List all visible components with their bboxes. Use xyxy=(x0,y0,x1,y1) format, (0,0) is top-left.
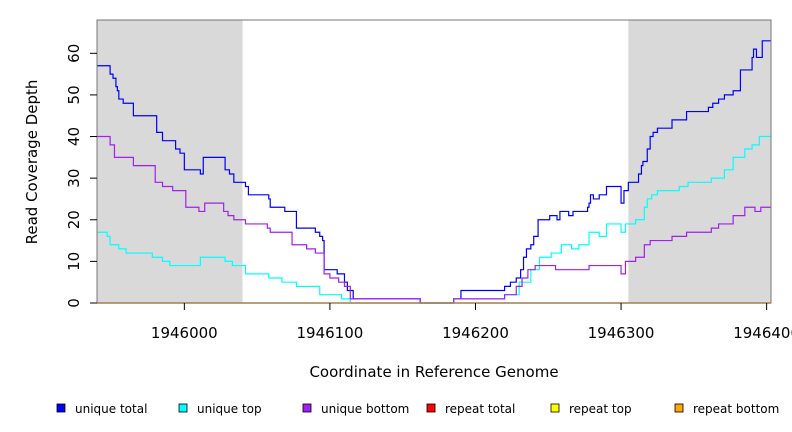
shaded-regions xyxy=(97,20,771,303)
x-tick-label: 1946200 xyxy=(442,324,509,342)
plot-frame xyxy=(96,19,772,304)
legend-label: repeat total xyxy=(445,402,515,416)
y-axis-title: Read Coverage Depth xyxy=(23,80,41,245)
shaded-region-0 xyxy=(97,20,243,303)
legend: unique total unique top unique bottom repea… xyxy=(56,402,779,416)
x-axis: 1946000 1946100 1946200 1946300 1946400 xyxy=(151,303,792,342)
y-tick-label: 20 xyxy=(65,210,83,229)
legend-label: unique top xyxy=(197,402,262,416)
series-line-unique-bottom xyxy=(97,135,771,304)
legend-item-repeat-total: repeat total xyxy=(426,402,515,416)
legend-item-unique-bottom: unique bottom xyxy=(302,402,409,416)
legend-item-unique-total: unique total xyxy=(56,402,147,416)
legend-item-unique-top: unique top xyxy=(178,402,262,416)
legend-label: repeat bottom xyxy=(693,402,779,416)
series-line-unique-total xyxy=(97,40,771,304)
legend-label: repeat top xyxy=(569,402,632,416)
x-tick-label: 1946300 xyxy=(588,324,655,342)
y-tick-label: 60 xyxy=(65,44,83,63)
y-tick-label: 40 xyxy=(65,127,83,146)
y-tick-label: 0 xyxy=(65,298,83,308)
x-tick-label: 1946100 xyxy=(297,324,364,342)
y-axis: 0 10 20 30 40 50 60 xyxy=(65,44,97,308)
legend-swatch xyxy=(56,403,66,413)
legend-swatch xyxy=(426,403,436,413)
legend-swatch xyxy=(674,403,684,413)
legend-swatch xyxy=(550,403,560,413)
legend-label: unique bottom xyxy=(321,402,409,416)
legend-label: unique total xyxy=(75,402,147,416)
legend-item-repeat-bottom: repeat bottom xyxy=(674,402,779,416)
x-tick-label: 1946000 xyxy=(151,324,218,342)
legend-swatch xyxy=(302,403,312,413)
x-tick-label: 1946400 xyxy=(733,324,792,342)
y-tick-label: 10 xyxy=(65,252,83,271)
legend-item-repeat-top: repeat top xyxy=(550,402,632,416)
y-tick-label: 50 xyxy=(65,85,83,104)
legend-swatch xyxy=(178,403,188,413)
shaded-region-1 xyxy=(628,20,771,303)
x-axis-title: Coordinate in Reference Genome xyxy=(309,363,558,381)
y-tick-label: 30 xyxy=(65,169,83,188)
series-line-unique-top xyxy=(97,135,771,304)
